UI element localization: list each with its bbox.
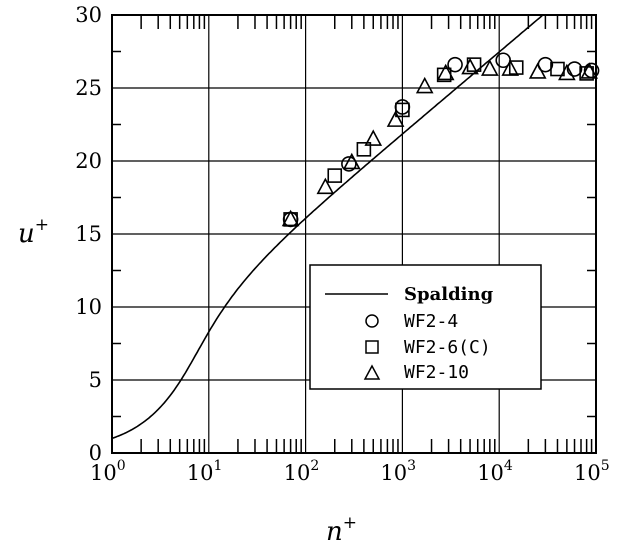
y-tick-label: 20: [75, 149, 102, 173]
plot-frame: [111, 14, 597, 454]
marker-wf2-10: [501, 59, 520, 76]
marker-wf2-10: [415, 76, 434, 94]
minor-ticks: [112, 15, 596, 453]
marker-wf2-4: [341, 156, 357, 172]
x-tick-label: 102: [284, 458, 320, 485]
y-axis-label-sup: +: [35, 215, 49, 235]
marker-wf2-10: [436, 63, 455, 81]
legend-box: [309, 264, 542, 390]
legend: Spalding WF2-4 WF2-6(C) WF2-10: [309, 264, 542, 390]
marker-wf2-10: [528, 62, 547, 79]
x-axis-label-sup: +: [343, 513, 357, 533]
marker-wf2-10: [364, 129, 383, 146]
y-tick-label: 25: [75, 76, 102, 100]
y-tick-label: 5: [89, 368, 102, 392]
markers-layer: [281, 52, 600, 228]
legend-triangle-marker: [363, 364, 381, 380]
legend-label-wf2-10: WF2-10: [404, 362, 469, 383]
x-tick-labels: 100 101 102 103 104 105: [90, 458, 610, 485]
x-tick-label: 105: [574, 458, 610, 485]
y-tick-label: 15: [75, 222, 102, 246]
marker-wf2-10: [386, 110, 405, 127]
marker-wf2-10: [342, 152, 361, 170]
marker-wf2-10: [316, 177, 335, 195]
marker-wf2-10: [480, 59, 499, 76]
x-axis-label: n+: [326, 513, 357, 547]
marker-wf2-10: [580, 62, 599, 79]
marker-wf2-10: [558, 63, 576, 81]
legend-label-spalding: Spalding: [404, 284, 494, 305]
legend-square-marker: [365, 340, 379, 354]
marker-wf2-10: [281, 209, 300, 227]
marker-wf2-10: [461, 57, 479, 75]
marker-wf2-6c: [356, 142, 372, 157]
x-tick-label: 104: [477, 458, 513, 485]
y-tick-labels: 0 5 10 15 20 25 30: [75, 3, 102, 465]
spalding-curve-layer: [112, 15, 545, 440]
marker-wf2-6c: [508, 60, 524, 75]
marker-wf2-4: [566, 61, 583, 77]
marker-wf2-6c: [550, 61, 565, 77]
x-tick-label: 100: [90, 458, 126, 485]
marker-wf2-6c: [327, 168, 343, 183]
legend-label-wf2-6c: WF2-6(C): [404, 337, 491, 358]
spalding-curve: [112, 15, 545, 440]
legend-label-wf2-4: WF2-4: [404, 311, 458, 332]
marker-wf2-6c: [579, 66, 594, 81]
y-tick-label: 0: [89, 441, 102, 465]
y-tick-label: 10: [75, 295, 102, 319]
legend-circle-marker: [365, 314, 379, 328]
marker-wf2-6c: [395, 102, 410, 118]
y-axis-label: u+: [18, 215, 49, 249]
x-tick-label: 103: [380, 458, 416, 485]
x-tick-label: 101: [187, 458, 223, 485]
y-tick-label: 30: [75, 3, 102, 27]
marker-wf2-4: [447, 56, 463, 73]
